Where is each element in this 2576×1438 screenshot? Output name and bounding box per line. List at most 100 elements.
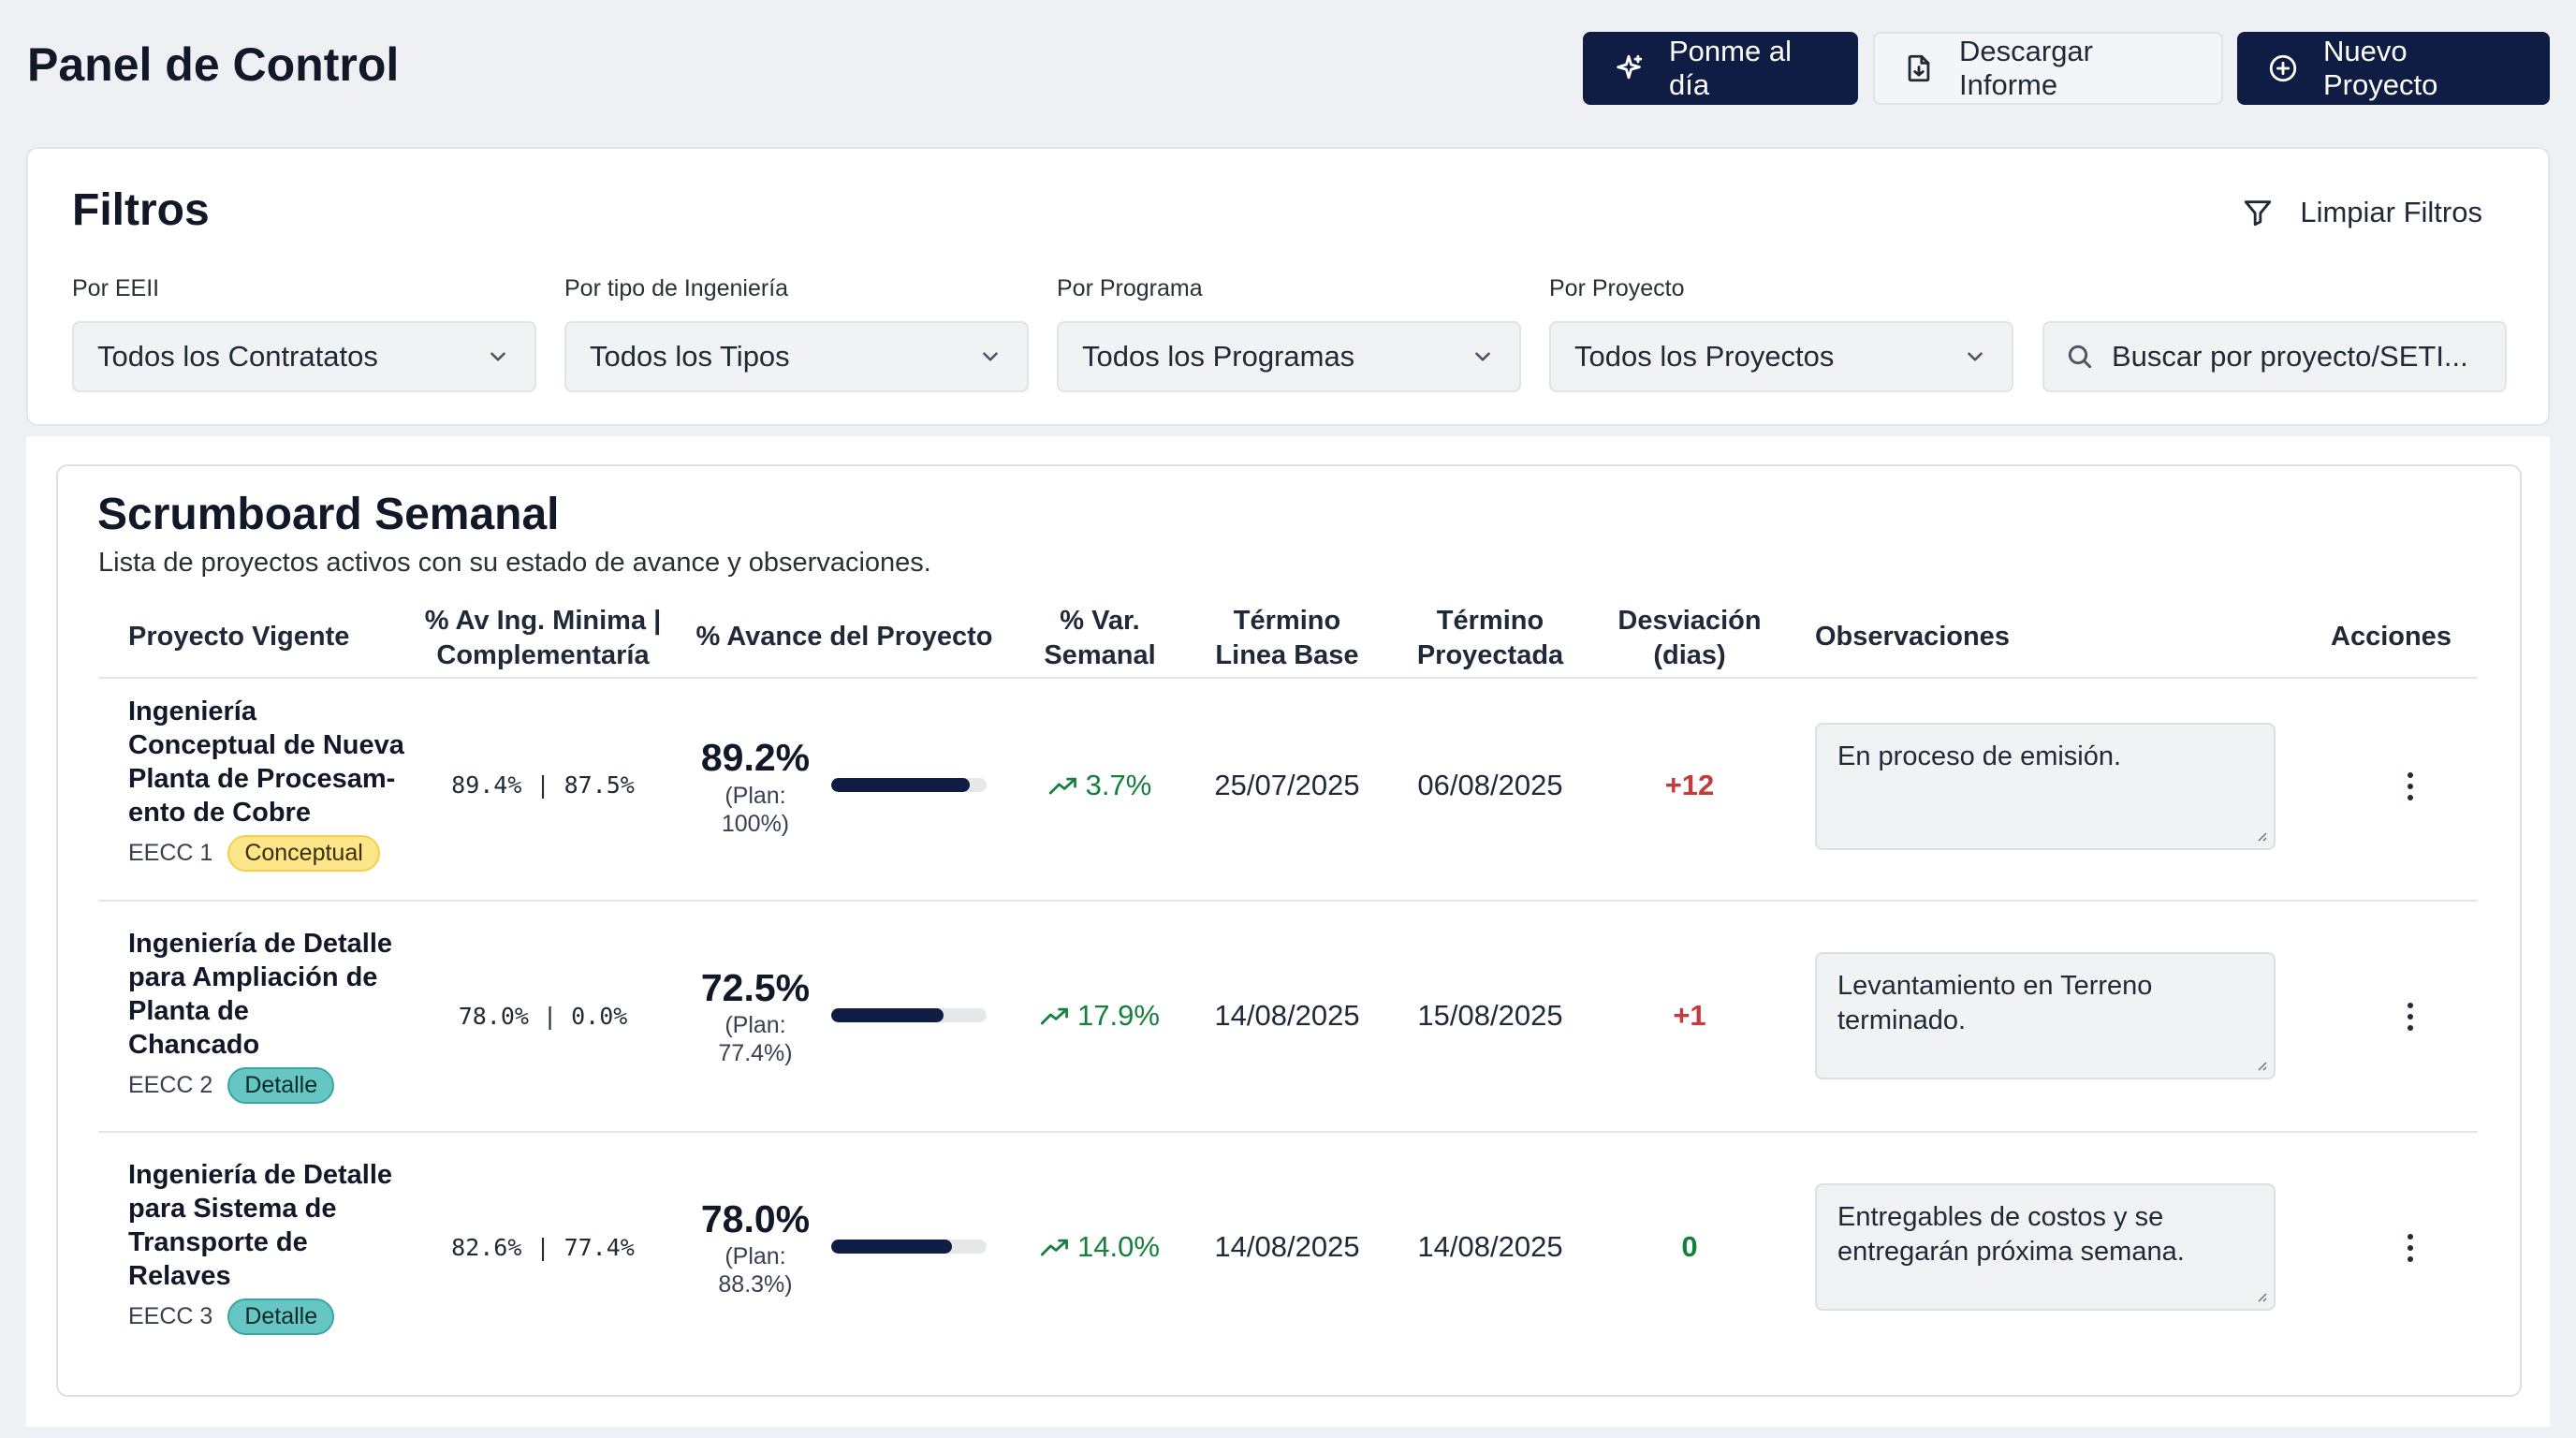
eecc-label: EECC 3 (128, 1303, 213, 1329)
filters-title: Filtros (72, 185, 210, 235)
download-file-icon (1908, 54, 1930, 82)
col-header-var: % Var. Semanal (1006, 604, 1193, 673)
clear-filters-button[interactable]: Limpiar Filtros (2242, 196, 2482, 229)
baseline-end-date: 25/07/2025 (1214, 769, 1360, 801)
col-header-var-line1: % Var. (1060, 606, 1140, 636)
trend-up-icon (1048, 777, 1076, 795)
observation-text: Levantamiento en Terreno terminado. (1837, 971, 2153, 1035)
plus-circle-icon (2269, 54, 2297, 82)
filter-icon (2245, 200, 2272, 227)
eeii-select[interactable]: Todos los Contratatos (72, 321, 536, 392)
project-name: Ingeniería de Detalle para Sistema de Tr… (128, 1158, 409, 1293)
progress-plan-line: 88.3%) (718, 1271, 793, 1298)
observations-textarea[interactable]: Levantamiento en Terreno terminado. (1815, 952, 2276, 1079)
project-name-line: Planta de (128, 996, 249, 1026)
progress-plan-line: (Plan: (724, 1243, 786, 1269)
project-name-line: ento de Cobre (128, 798, 311, 828)
progress-percent: 72.5% (700, 966, 811, 1009)
col-header-minima-line1: % Av Ing. Minima | (424, 606, 662, 636)
new-project-label: Nuevo Proyecto (2323, 35, 2438, 101)
col-header-progress: % Avance del Proyecto (695, 622, 993, 652)
col-header-minima-line2: Complementaría (436, 640, 650, 670)
observations-textarea[interactable]: En proceso de emisión. (1815, 723, 2276, 850)
chevron-down-icon (1475, 352, 1490, 361)
search-input[interactable]: Buscar por proyecto/SETI... (2042, 321, 2507, 392)
progress-plan-line: 77.4%) (718, 1040, 793, 1066)
baseline-end-date: 14/08/2025 (1214, 1230, 1360, 1263)
row-divider (98, 900, 2478, 902)
col-header-dev-line2: (dias) (1653, 640, 1726, 670)
progress-plan-line: (Plan: (724, 783, 786, 809)
trend-up-icon (1040, 1239, 1068, 1256)
progress-plan-line: (Plan: (724, 1012, 786, 1038)
kebab-menu-icon[interactable] (2398, 998, 2422, 1035)
project-name-line: Transporte de (128, 1227, 308, 1257)
project-name-line: Ingeniería (128, 697, 256, 726)
weekly-variation: 3.7% (1006, 769, 1193, 802)
program-select-value: Todos los Programas (1082, 340, 1355, 373)
kebab-menu-icon[interactable] (2398, 768, 2422, 805)
download-report-button[interactable]: Descargar Informe (1873, 32, 2223, 105)
progress-bar (831, 1240, 987, 1254)
page-title: Panel de Control (27, 38, 400, 91)
project-select[interactable]: Todos los Proyectos (1549, 321, 2013, 392)
progress-bar-fill (831, 778, 971, 792)
status-badge: Detalle (227, 1067, 335, 1104)
col-header-base-line2: Linea Base (1215, 640, 1359, 670)
engineering-type-select[interactable]: Todos los Tipos (564, 321, 1029, 392)
project-meta: EECC 1 Conceptual (128, 835, 380, 872)
baseline-end-date: 14/08/2025 (1214, 999, 1360, 1032)
minima-value: 82.6% | 77.4% (451, 1234, 635, 1261)
project-name: Ingeniería Conceptual de Nueva Planta de… (128, 695, 409, 829)
download-report-label: Descargar Informe (1959, 35, 2093, 101)
col-header-base-end: Término Linea Base (1184, 604, 1390, 673)
chevron-down-icon (983, 352, 998, 361)
chevron-down-icon (490, 352, 505, 361)
new-project-button[interactable]: Nuevo Proyecto (2237, 32, 2550, 105)
project-select-value: Todos los Proyectos (1574, 340, 1835, 373)
col-header-project: Proyecto Vigente (128, 622, 350, 652)
kebab-menu-icon[interactable] (2398, 1229, 2422, 1267)
resize-grip-icon[interactable] (2253, 1057, 2268, 1072)
search-icon (2068, 345, 2092, 369)
col-header-var-line2: Semanal (1044, 640, 1156, 670)
update-button-label: Ponme al día (1669, 35, 1792, 101)
weekly-variation: 17.9% (1006, 999, 1193, 1033)
observations-textarea[interactable]: Entregables de costos y se entregarán pr… (1815, 1183, 2276, 1311)
progress-plan: (Plan: 100%) (681, 782, 830, 838)
resize-grip-icon[interactable] (2253, 1288, 2268, 1303)
projected-end-date: 15/08/2025 (1417, 999, 1563, 1032)
project-name-line: Ingeniería de Detalle (128, 1160, 393, 1190)
progress-bar-fill (831, 1240, 953, 1254)
deviation-days: +1 (1673, 999, 1706, 1032)
projected-end-date: 06/08/2025 (1417, 769, 1563, 801)
col-header-deviation: Desviación (dias) (1605, 604, 1774, 673)
program-select[interactable]: Todos los Programas (1057, 321, 1521, 392)
search-placeholder: Buscar por proyecto/SETI... (2112, 340, 2468, 373)
col-header-dev-line1: Desviación (1617, 606, 1762, 636)
filter-label-engineering: Por tipo de Ingeniería (564, 275, 789, 301)
project-meta: EECC 2 Detalle (128, 1067, 335, 1104)
scrumboard-title: Scrumboard Semanal (97, 490, 560, 539)
filters-panel: Filtros Limpiar Filtros Por EEII Todos l… (26, 147, 2550, 426)
project-meta: EECC 3 Detalle (128, 1299, 335, 1335)
col-header-actions: Acciones (2331, 622, 2452, 652)
projected-end-date: 14/08/2025 (1417, 1230, 1563, 1263)
progress-bar (831, 1008, 987, 1022)
deviation-days: +12 (1664, 769, 1715, 801)
project-name-line: Planta de Procesam- (128, 764, 396, 794)
scrumboard-subtitle: Lista de proyectos activos con su estado… (98, 548, 931, 578)
project-name-line: Ingeniería de Detalle (128, 929, 393, 959)
sparkle-icon (1617, 54, 1643, 80)
progress-plan: (Plan: 77.4%) (681, 1011, 830, 1067)
weekly-variation-value: 14.0% (1077, 1230, 1160, 1263)
minima-value: 89.4% | 87.5% (451, 771, 635, 799)
progress-plan: (Plan: 88.3%) (681, 1242, 830, 1299)
observation-text: Entregables de costos y se entregarán pr… (1837, 1202, 2185, 1267)
resize-grip-icon[interactable] (2253, 828, 2268, 843)
status-badge: Conceptual (227, 835, 380, 872)
update-button[interactable]: Ponme al día (1583, 32, 1858, 105)
eecc-label: EECC 1 (128, 840, 213, 866)
col-header-minima: % Av Ing. Minima | Complementaría (402, 604, 683, 673)
col-header-proj-line2: Proyectada (1416, 640, 1564, 670)
